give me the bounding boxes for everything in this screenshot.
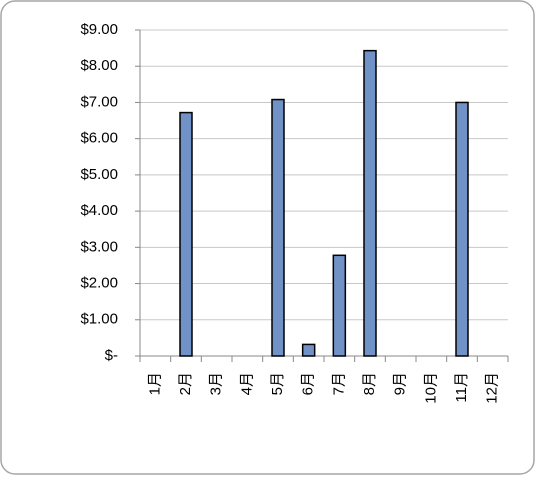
x-tick-label: 4月: [238, 372, 255, 395]
x-tick-label: 1月: [146, 372, 163, 395]
y-tick-label: $1.00: [80, 311, 118, 328]
y-tick-label: $7.00: [80, 93, 118, 110]
x-tick-label: 6月: [300, 372, 317, 395]
y-tick-label: $8.00: [80, 57, 118, 74]
bar: [455, 101, 469, 357]
bar: [271, 98, 285, 357]
y-tick-label: $5.00: [80, 166, 118, 183]
bar: [363, 49, 377, 357]
x-tick-label: 3月: [208, 372, 225, 395]
y-tick-label: $-: [105, 347, 118, 364]
x-tick-label: 7月: [330, 372, 347, 395]
y-tick-label: $4.00: [80, 202, 118, 219]
x-tick-label: 2月: [177, 372, 194, 395]
y-tick-label: $2.00: [80, 275, 118, 292]
x-tick-label: 10月: [422, 372, 439, 404]
x-tick-label: 5月: [269, 372, 286, 395]
x-tick-label: 12月: [484, 372, 501, 404]
bar: [179, 111, 193, 357]
y-tick-label: $3.00: [80, 238, 118, 255]
y-tick-label: $9.00: [80, 21, 118, 38]
x-tick-label: 8月: [361, 372, 378, 395]
x-tick-label: 9月: [392, 372, 409, 395]
bar: [332, 254, 347, 357]
y-tick-label: $6.00: [80, 130, 118, 147]
x-tick-label: 11月: [453, 372, 470, 403]
bar: [301, 343, 316, 357]
